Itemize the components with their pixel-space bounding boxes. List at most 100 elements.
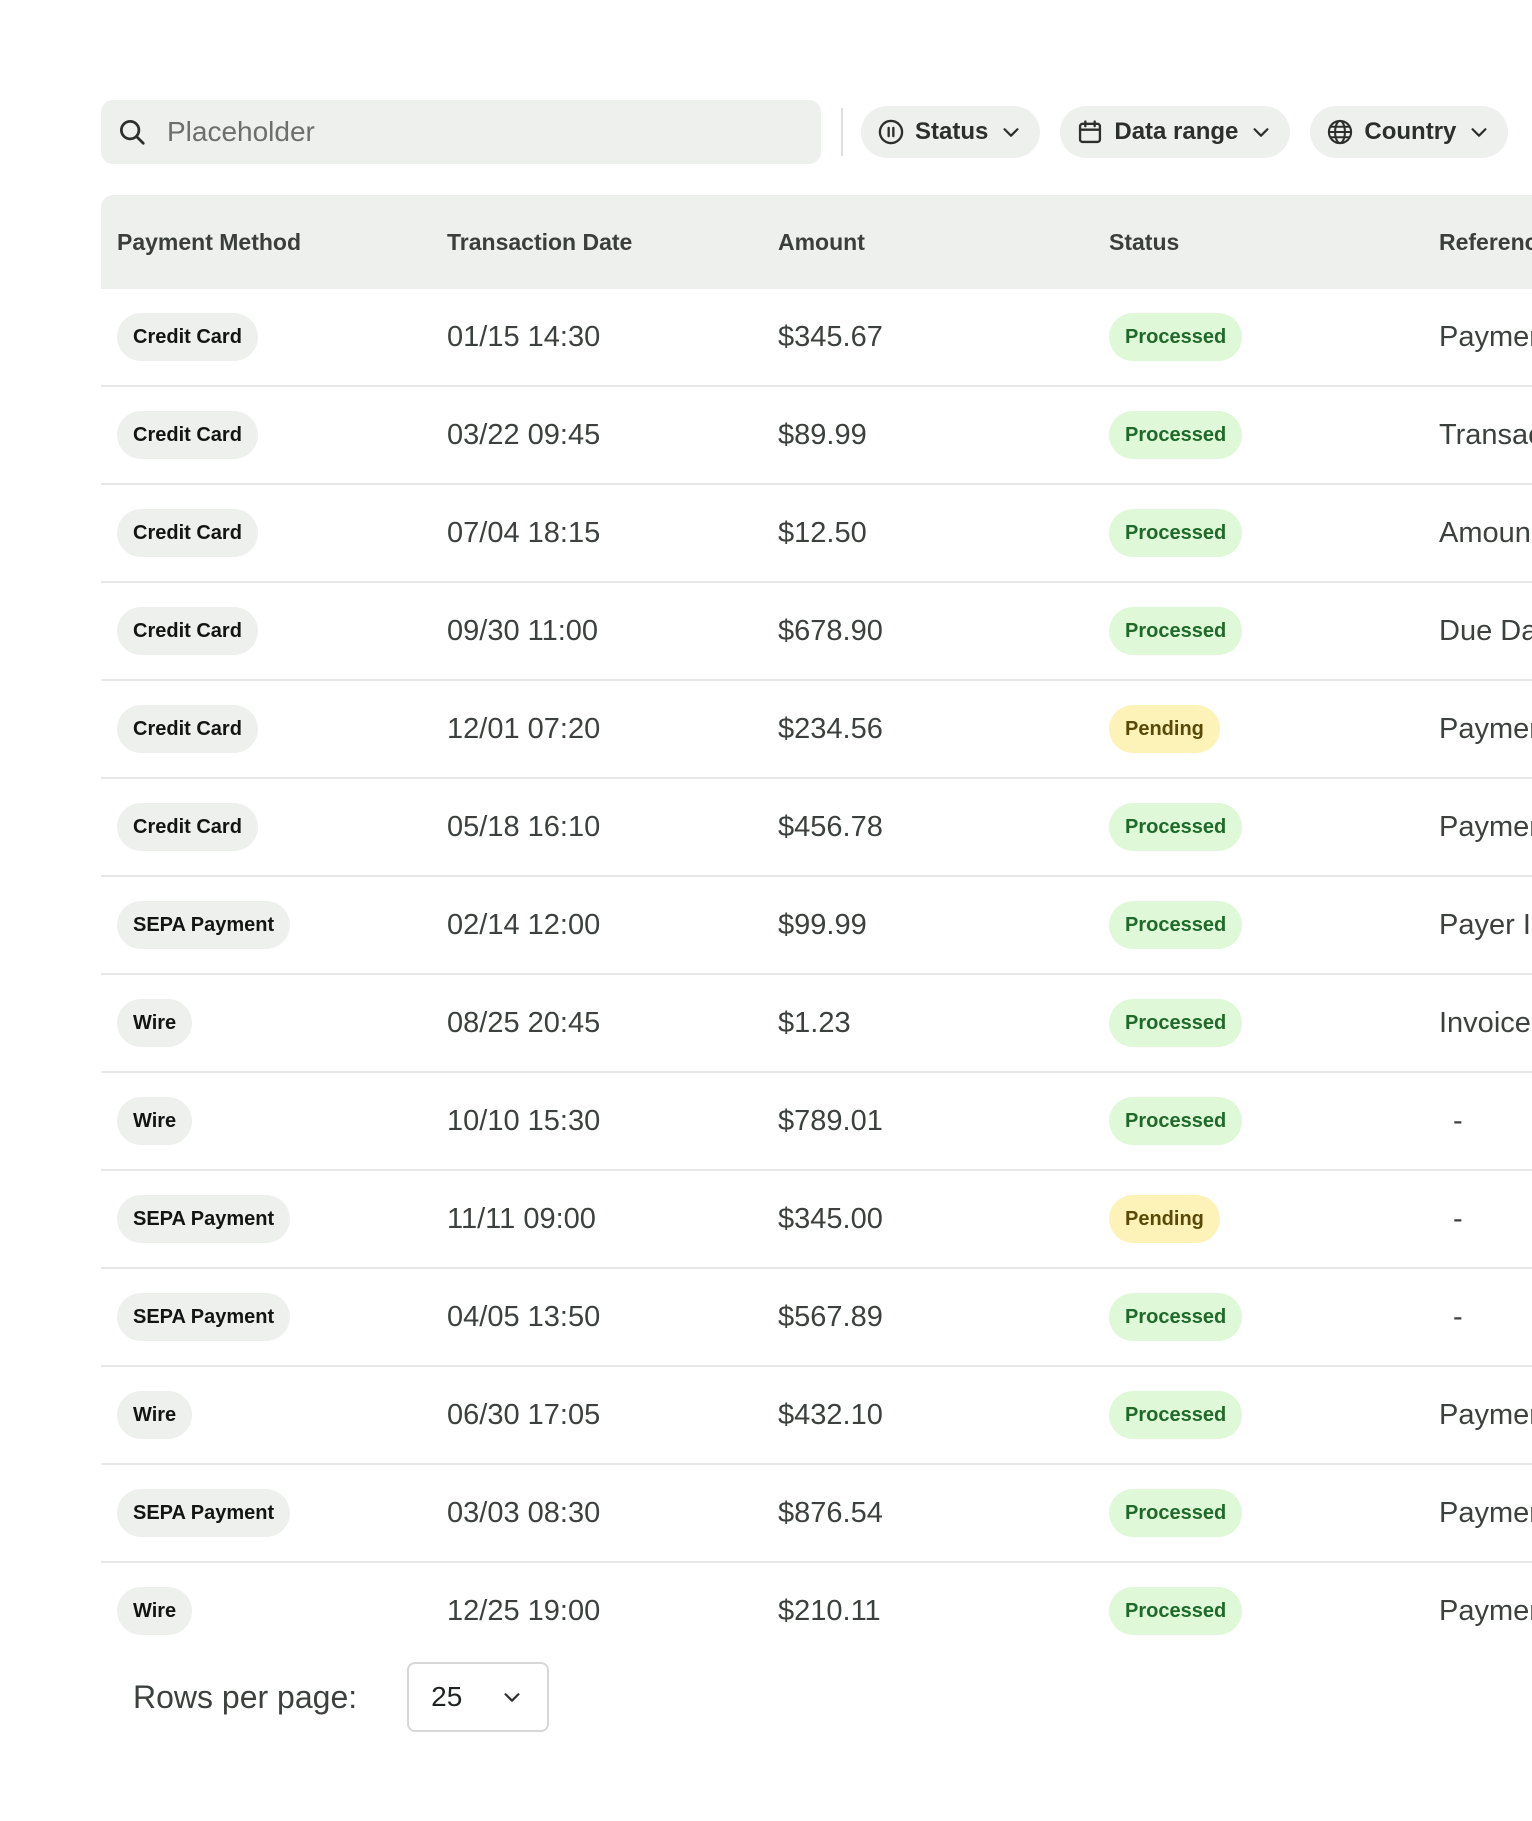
country-filter-label: Country bbox=[1364, 118, 1457, 145]
reference-text: Paymer bbox=[1439, 810, 1532, 843]
reference-cell: Paymer bbox=[1439, 681, 1532, 777]
amount-value: $1.23 bbox=[778, 1006, 851, 1039]
reference-cell: - bbox=[1439, 1073, 1463, 1169]
table-row[interactable]: SEPA Payment 04/05 13:50 $567.89 Processed - bbox=[101, 1269, 1532, 1367]
status-badge: Processed bbox=[1109, 313, 1243, 361]
column-header-status[interactable]: Status bbox=[1109, 229, 1180, 255]
table-header: Payment Method Transaction Date Amount S… bbox=[101, 195, 1532, 289]
search-bar[interactable] bbox=[101, 100, 821, 164]
amount-value: $99.99 bbox=[778, 908, 867, 941]
transaction-date: 05/18 16:10 bbox=[447, 810, 601, 843]
status-cell: Processed bbox=[1109, 387, 1243, 483]
payment-method-tag: SEPA Payment bbox=[117, 1293, 291, 1341]
table-row[interactable]: Wire 08/25 20:45 $1.23 Processed Invoice bbox=[101, 975, 1532, 1073]
table-row[interactable]: Credit Card 01/15 14:30 $345.67 Processed Pa… bbox=[101, 289, 1532, 387]
transaction-date-cell: 08/25 20:45 bbox=[447, 975, 600, 1071]
amount-cell: $345.67 bbox=[778, 289, 883, 385]
payment-method-cell: Credit Card bbox=[117, 289, 258, 385]
table-row[interactable]: Wire 10/10 15:30 $789.01 Processed - bbox=[101, 1073, 1532, 1171]
status-filter-label: Status bbox=[915, 118, 989, 145]
payment-method-tag: Wire bbox=[117, 1391, 193, 1439]
payment-method-cell: SEPA Payment bbox=[117, 1465, 291, 1561]
chevron-down-icon bbox=[1468, 121, 1490, 143]
amount-cell: $789.01 bbox=[778, 1073, 883, 1169]
payment-method-tag: Wire bbox=[117, 999, 193, 1047]
amount-cell: $456.78 bbox=[778, 779, 883, 875]
transaction-date: 10/10 15:30 bbox=[447, 1104, 601, 1137]
status-cell: Processed bbox=[1109, 485, 1243, 581]
column-header-payment-method[interactable]: Payment Method bbox=[117, 229, 302, 255]
payment-method-tag: Wire bbox=[117, 1587, 193, 1635]
rows-per-page-select[interactable]: 25 bbox=[407, 1662, 550, 1732]
status-cell: Processed bbox=[1109, 779, 1243, 875]
amount-cell: $678.90 bbox=[778, 583, 883, 679]
payment-method-tag: Credit Card bbox=[117, 705, 258, 753]
amount-value: $210.11 bbox=[778, 1594, 881, 1627]
reference-text: Paymer bbox=[1439, 712, 1532, 745]
payment-method-tag: Credit Card bbox=[117, 803, 258, 851]
transaction-date: 07/04 18:15 bbox=[447, 516, 601, 549]
chevron-down-icon bbox=[1000, 121, 1022, 143]
status-cell: Processed bbox=[1109, 877, 1243, 973]
date-range-filter-button[interactable]: Data range bbox=[1060, 106, 1291, 158]
table-row[interactable]: Credit Card 03/22 09:45 $89.99 Processed Tra… bbox=[101, 387, 1532, 485]
table-row[interactable]: Credit Card 12/01 07:20 $234.56 Pending Paym… bbox=[101, 681, 1532, 779]
payment-method-tag: Credit Card bbox=[117, 607, 258, 655]
column-header-reference[interactable]: Referenc bbox=[1439, 229, 1532, 255]
amount-cell: $345.00 bbox=[778, 1171, 883, 1267]
column-header-amount[interactable]: Amount bbox=[778, 229, 865, 255]
transaction-date-cell: 05/18 16:10 bbox=[447, 779, 600, 875]
reference-text: Paymer bbox=[1439, 1496, 1532, 1529]
transaction-date: 12/25 19:00 bbox=[447, 1594, 601, 1627]
table-row[interactable]: SEPA Payment 03/03 08:30 $876.54 Processed P… bbox=[101, 1465, 1532, 1563]
status-filter-button[interactable]: Status bbox=[861, 106, 1041, 158]
reference-cell: Due Dat bbox=[1439, 583, 1532, 679]
table-row[interactable]: Wire 12/25 19:00 $210.11 Processed Paymer bbox=[101, 1563, 1532, 1645]
transaction-date: 08/25 20:45 bbox=[447, 1006, 601, 1039]
table-row[interactable]: Credit Card 09/30 11:00 $678.90 Processed Du… bbox=[101, 583, 1532, 681]
payment-method-cell: SEPA Payment bbox=[117, 1171, 291, 1267]
status-cell: Processed bbox=[1109, 583, 1243, 679]
transaction-date-cell: 02/14 12:00 bbox=[447, 877, 600, 973]
payment-method-tag: Credit Card bbox=[117, 509, 258, 557]
table-row[interactable]: Credit Card 05/18 16:10 $456.78 Processed Pa… bbox=[101, 779, 1532, 877]
status-cell: Pending bbox=[1109, 1171, 1220, 1267]
status-cell: Processed bbox=[1109, 1563, 1243, 1645]
status-cell: Processed bbox=[1109, 1367, 1243, 1463]
payment-method-tag: SEPA Payment bbox=[117, 901, 291, 949]
status-badge: Processed bbox=[1109, 509, 1243, 557]
transaction-date: 04/05 13:50 bbox=[447, 1300, 601, 1333]
transaction-date: 09/30 11:00 bbox=[447, 614, 599, 647]
table-row[interactable]: Credit Card 07/04 18:15 $12.50 Processed Amo… bbox=[101, 485, 1532, 583]
amount-value: $345.67 bbox=[778, 320, 883, 353]
chevron-down-icon bbox=[501, 1686, 523, 1708]
transaction-date-cell: 03/22 09:45 bbox=[447, 387, 600, 483]
status-cell: Processed bbox=[1109, 975, 1243, 1071]
calendar-icon bbox=[1076, 118, 1104, 146]
table-body: Credit Card 01/15 14:30 $345.67 Processed Pa… bbox=[101, 289, 1532, 1645]
reference-cell: Transac bbox=[1439, 387, 1532, 483]
globe-icon bbox=[1326, 118, 1354, 146]
table-row[interactable]: SEPA Payment 11/11 09:00 $345.00 Pending - bbox=[101, 1171, 1532, 1269]
reference-cell: Amoun bbox=[1439, 485, 1531, 581]
amount-cell: $234.56 bbox=[778, 681, 883, 777]
reference-text: - bbox=[1453, 1300, 1463, 1333]
amount-cell: $1.23 bbox=[778, 975, 851, 1071]
reference-cell: - bbox=[1439, 1171, 1463, 1267]
transaction-date: 11/11 09:00 bbox=[447, 1202, 596, 1235]
reference-text: Transac bbox=[1439, 418, 1532, 451]
status-badge: Pending bbox=[1109, 1195, 1220, 1243]
pause-circle-icon bbox=[877, 118, 905, 146]
transaction-date-cell: 10/10 15:30 bbox=[447, 1073, 600, 1169]
column-header-transaction-date[interactable]: Transaction Date bbox=[447, 229, 633, 255]
transactions-table: Payment Method Transaction Date Amount S… bbox=[101, 195, 1532, 1645]
reference-text: - bbox=[1453, 1104, 1463, 1137]
table-row[interactable]: Wire 06/30 17:05 $432.10 Processed Paymer bbox=[101, 1367, 1532, 1465]
search-input[interactable] bbox=[165, 115, 769, 149]
payment-method-cell: Wire bbox=[117, 1073, 193, 1169]
amount-value: $345.00 bbox=[778, 1202, 883, 1235]
table-row[interactable]: SEPA Payment 02/14 12:00 $99.99 Processed Pa… bbox=[101, 877, 1532, 975]
payment-method-cell: SEPA Payment bbox=[117, 1269, 291, 1365]
country-filter-button[interactable]: Country bbox=[1310, 106, 1509, 158]
